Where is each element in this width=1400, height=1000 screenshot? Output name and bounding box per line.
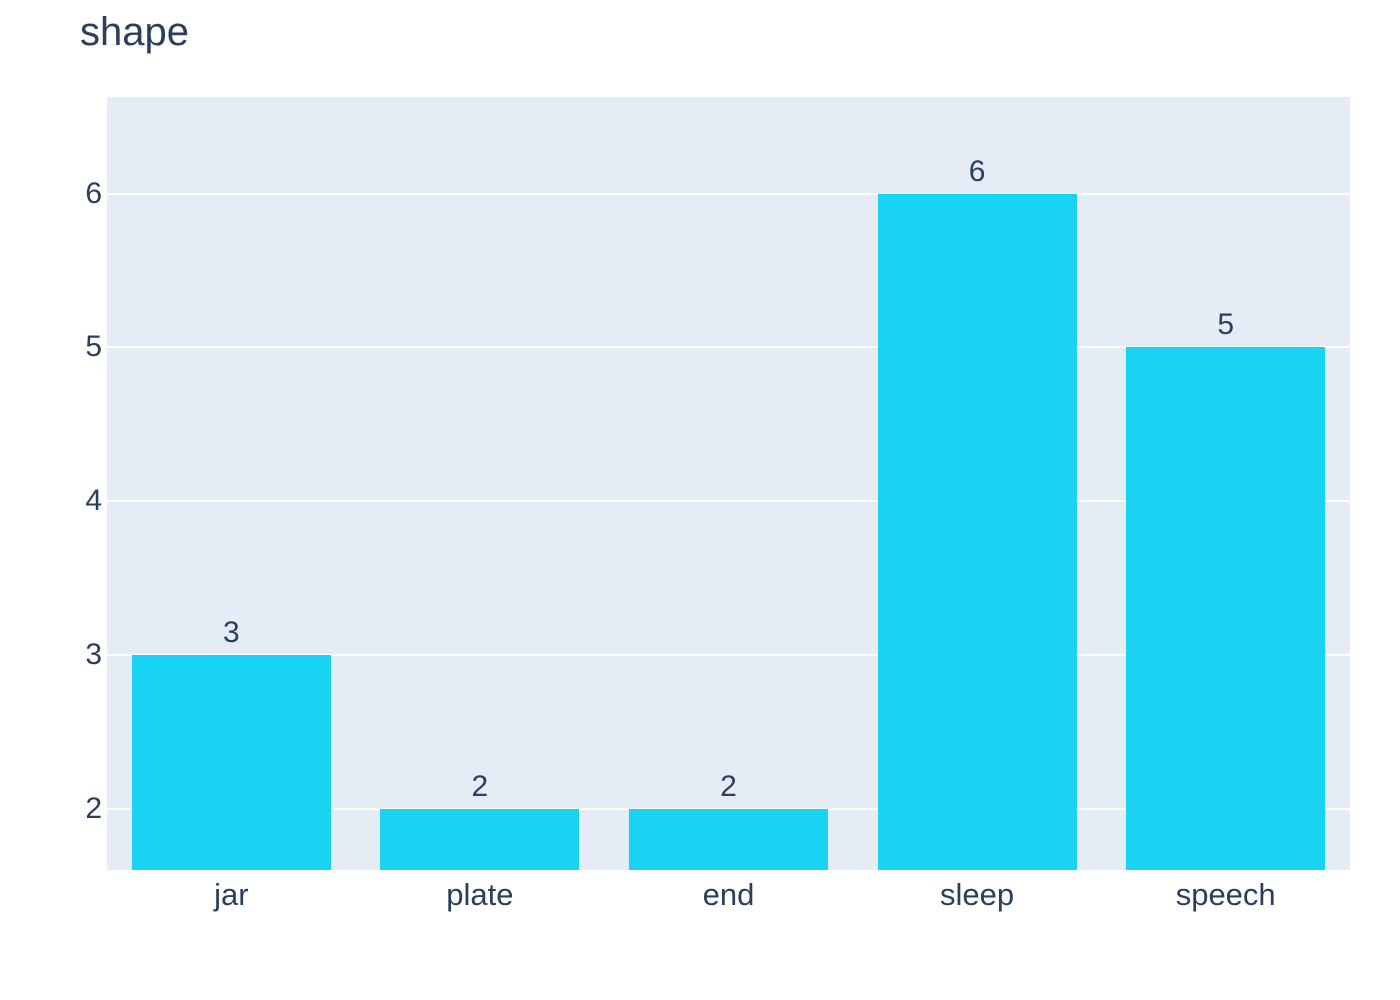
xtick-label-jar: jar xyxy=(214,877,249,912)
bar-speech[interactable] xyxy=(1126,347,1326,870)
bar-value-label: 5 xyxy=(1217,308,1235,342)
bar-end[interactable] xyxy=(629,808,828,870)
gridline xyxy=(107,192,1350,195)
xtick-label-plate: plate xyxy=(446,877,514,912)
xtick-label-end: end xyxy=(702,877,755,912)
chart-title: shape xyxy=(80,10,189,54)
bar-value-label: 2 xyxy=(471,769,489,803)
ytick-label: 6 xyxy=(85,176,102,210)
gridline xyxy=(107,346,1350,349)
ytick-label: 4 xyxy=(85,484,102,518)
ytick-label: 5 xyxy=(85,330,102,364)
ytick-label: 2 xyxy=(85,791,102,825)
bar-value-label: 3 xyxy=(222,615,240,649)
bar-value-label: 2 xyxy=(720,769,737,803)
bar-plate[interactable] xyxy=(380,808,580,870)
gridline xyxy=(107,500,1350,503)
xtick-label-sleep: sleep xyxy=(940,877,1015,912)
bar-value-label: 6 xyxy=(968,154,986,188)
gridline xyxy=(107,653,1350,656)
ytick-label: 3 xyxy=(85,637,102,671)
bar-sleep[interactable] xyxy=(877,193,1077,870)
xtick-label-speech: speech xyxy=(1175,877,1276,912)
plot-area: 3 2 2 6 5 xyxy=(107,97,1350,870)
bar-jar[interactable] xyxy=(131,654,331,870)
